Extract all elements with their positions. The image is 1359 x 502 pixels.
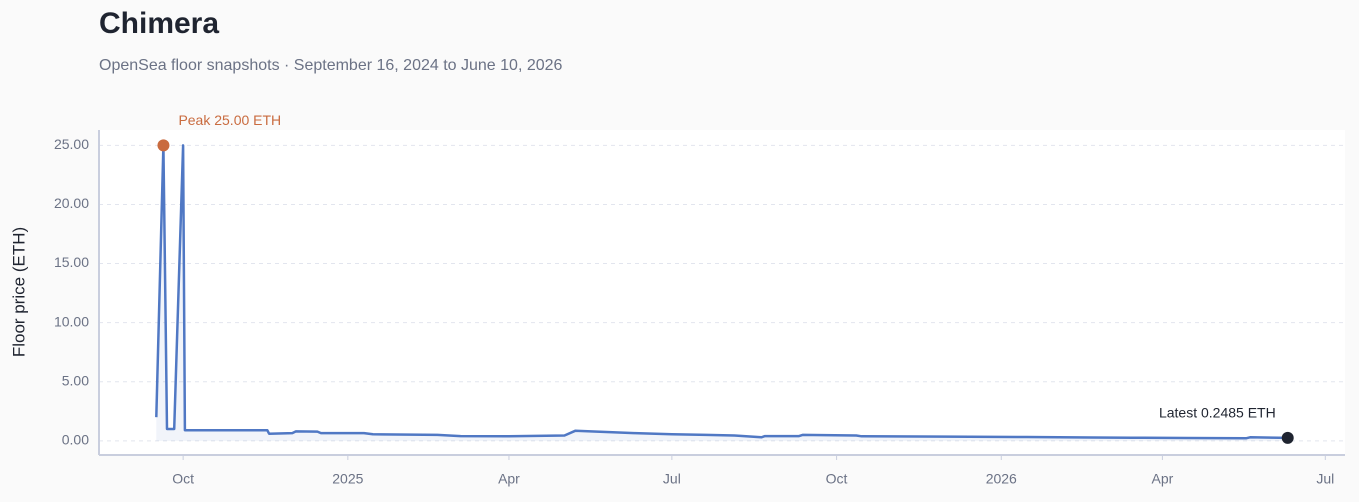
peak-marker: [157, 139, 170, 152]
x-tick-label: Oct: [826, 471, 848, 487]
y-axis-title: Floor price (ETH): [9, 227, 28, 357]
x-tick-label: 2025: [332, 471, 363, 487]
chart-title: Chimera: [99, 7, 219, 40]
plot-area: [99, 130, 1345, 455]
x-tick-label: Apr: [498, 471, 520, 487]
peak-label: Peak 25.00 ETH: [178, 112, 281, 128]
line: [155, 144, 1288, 440]
latest-marker: [1281, 431, 1294, 444]
x-tick-label: Jul: [663, 471, 681, 487]
latest-label: Latest 0.2485 ETH: [1159, 405, 1276, 421]
chart-subtitle: OpenSea floor snapshots · September 16, …: [99, 57, 563, 74]
x-tick-label: Oct: [172, 471, 194, 487]
x-tick-label: 2026: [986, 471, 1017, 487]
y-tick-label: 25.00: [54, 136, 89, 152]
y-tick-label: 20.00: [54, 195, 89, 211]
y-tick-label: 10.00: [54, 313, 89, 329]
y-tick-label: 0.00: [62, 432, 89, 448]
y-tick-label: 5.00: [62, 372, 89, 388]
y-tick-label: 15.00: [54, 254, 89, 270]
x-tick-label: Apr: [1151, 471, 1173, 487]
x-tick-label: Jul: [1316, 471, 1334, 487]
